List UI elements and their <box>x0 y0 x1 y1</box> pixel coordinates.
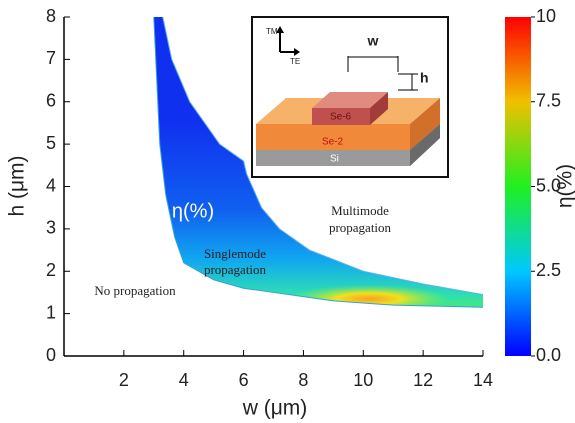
x-tick-label: 6 <box>239 370 249 390</box>
eta-annotation: η(%) <box>172 200 214 222</box>
singlemode-label: propagation <box>204 262 267 277</box>
x-tick-label: 14 <box>473 370 493 390</box>
y-tick-label: 7 <box>46 48 56 68</box>
efficiency-hotspot <box>289 285 449 313</box>
multimode-label: propagation <box>329 220 392 235</box>
no-propagation-label: No propagation <box>94 283 176 298</box>
y-tick-label: 8 <box>46 6 56 26</box>
y-axis-label: h (μm) <box>6 155 29 216</box>
x-tick-label: 8 <box>298 370 308 390</box>
x-axis-label: w (μm) <box>242 397 308 420</box>
w-label: w <box>367 33 379 49</box>
colorbar-tick-label: 7.5 <box>536 91 561 111</box>
top-layer-label: Se-6 <box>330 112 352 123</box>
y-tick-label: 3 <box>46 218 56 238</box>
substrate-label: Si <box>330 154 339 165</box>
y-tick-label: 4 <box>46 175 56 195</box>
y-tick-label: 5 <box>46 133 56 153</box>
colorbar-tick-label: 2.5 <box>536 260 561 280</box>
colorbar-tick-label: 0.0 <box>536 345 561 365</box>
tm-label: TM <box>266 27 278 36</box>
singlemode-label: Singlemode <box>204 246 266 261</box>
te-label: TE <box>290 57 300 66</box>
x-tick-label: 2 <box>119 370 129 390</box>
y-tick-label: 1 <box>46 302 56 322</box>
y-tick-label: 6 <box>46 91 56 111</box>
multimode-label: Multimode <box>331 203 389 218</box>
x-tick-label: 4 <box>179 370 189 390</box>
chart: 2468101214012345678 w (μm) h (μm) η(%) S… <box>0 0 575 423</box>
colorbar <box>505 17 531 356</box>
h-label: h <box>420 70 429 86</box>
middle-layer-label: Se-2 <box>322 137 344 148</box>
colorbar-tick-label: 5.0 <box>536 175 561 195</box>
x-tick-label: 10 <box>353 370 373 390</box>
x-tick-label: 12 <box>413 370 433 390</box>
colorbar-tick-label: 10 <box>536 6 556 26</box>
y-tick-label: 0 <box>46 345 56 365</box>
y-tick-label: 2 <box>46 260 56 280</box>
inset: TM TE w h Se-6 Se-2 Si <box>252 17 448 177</box>
